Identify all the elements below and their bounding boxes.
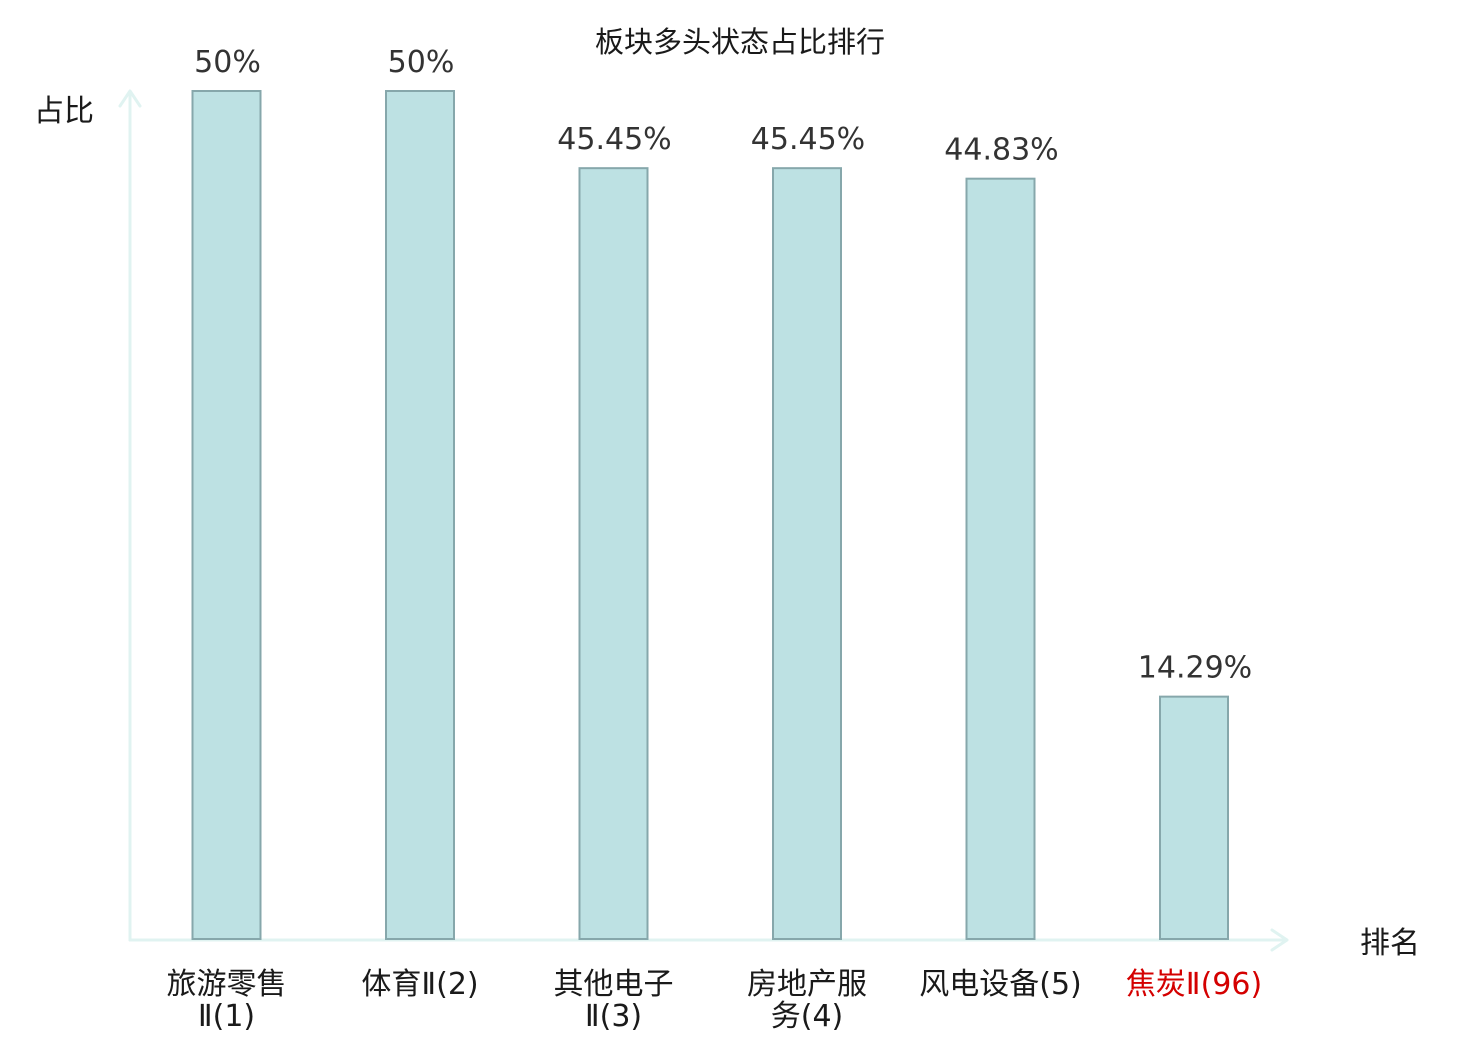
value-labels-group: 50% 50% 45.45% 45.45% 44.83% 14.29% — [194, 45, 1252, 686]
x-tick-label: 房地产服务(4) — [747, 967, 867, 1034]
x-tick-label: 其他电子 Ⅱ(3) — [554, 967, 674, 1034]
data-label: 44.83% — [944, 133, 1058, 168]
data-label: 45.45% — [557, 122, 671, 157]
x-tick-label: 焦炭Ⅱ(96) — [1126, 967, 1262, 1002]
x-axis-title: 排名 — [1360, 926, 1420, 961]
x-tick-label: 体育Ⅱ(2) — [361, 967, 478, 1002]
x-axis-arrow-icon — [1270, 928, 1289, 952]
bar — [965, 177, 1036, 940]
data-label: 50% — [388, 45, 455, 80]
bar — [385, 90, 455, 940]
bar — [578, 167, 649, 940]
data-label: 14.29% — [1138, 651, 1252, 686]
bar — [191, 90, 262, 940]
y-axis-arrow-icon — [118, 89, 142, 108]
data-label: 45.45% — [751, 122, 865, 157]
bar — [1159, 695, 1229, 940]
chart-title: 板块多头状态占比排行 — [595, 25, 885, 59]
category-labels-group: 旅游零售 Ⅱ(1) 体育Ⅱ(2) 其他电子 Ⅱ(3) 房地产服务(4) 风电设备(5) 焦炭Ⅱ… — [167, 967, 1263, 1034]
x-tick-label: 旅游零售 Ⅱ(1) — [167, 967, 287, 1034]
bar — [772, 167, 842, 940]
bars-group — [191, 90, 1229, 940]
data-label: 50% — [194, 45, 261, 80]
x-tick-label: 风电设备(5) — [919, 967, 1082, 1002]
axes — [118, 89, 1289, 952]
y-axis-title: 占比 — [34, 94, 94, 129]
